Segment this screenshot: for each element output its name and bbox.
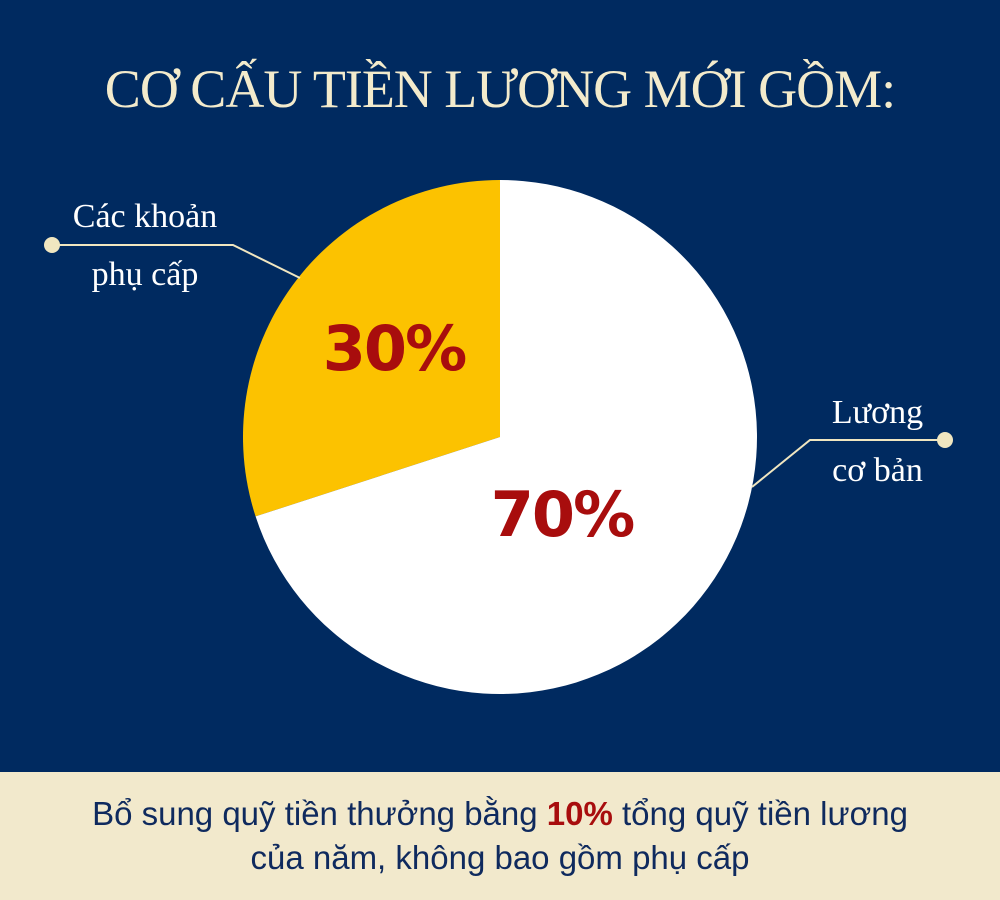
pie-slice-allowances bbox=[243, 180, 500, 517]
label-line: phụ cấp bbox=[91, 256, 199, 293]
footer-text: của năm, không bao gồm phụ cấp bbox=[250, 839, 750, 876]
footer-highlight: 10% bbox=[546, 795, 613, 832]
pie-slice-base bbox=[255, 180, 757, 695]
slice-label-base: Lương cơ bản bbox=[805, 384, 950, 500]
slice-label-allowances: Các khoản phụ cấp bbox=[55, 188, 235, 304]
label-line: cơ bản bbox=[832, 452, 923, 489]
slice-value-label: 70% bbox=[491, 478, 634, 551]
page-title: CƠ CẤU TIỀN LƯƠNG MỚI GỒM: bbox=[104, 59, 896, 119]
footer-text: Bổ sung quỹ tiền thưởng bằng bbox=[92, 795, 547, 832]
label-line: Lương bbox=[831, 394, 924, 431]
slice-value-label: 30% bbox=[323, 312, 466, 385]
footer-text: tổng quỹ tiền lương bbox=[612, 795, 908, 832]
leader-line-base bbox=[751, 439, 945, 488]
pie-chart: 30% 70% bbox=[44, 180, 953, 695]
label-line: Các khoản bbox=[72, 198, 218, 235]
leader-dot-allowances bbox=[44, 237, 60, 253]
leader-dot-base bbox=[937, 432, 953, 448]
footer-note: Bổ sung quỹ tiền thưởng bằng 10% tổng qu… bbox=[0, 772, 1000, 900]
leader-line-allowances bbox=[52, 244, 301, 279]
